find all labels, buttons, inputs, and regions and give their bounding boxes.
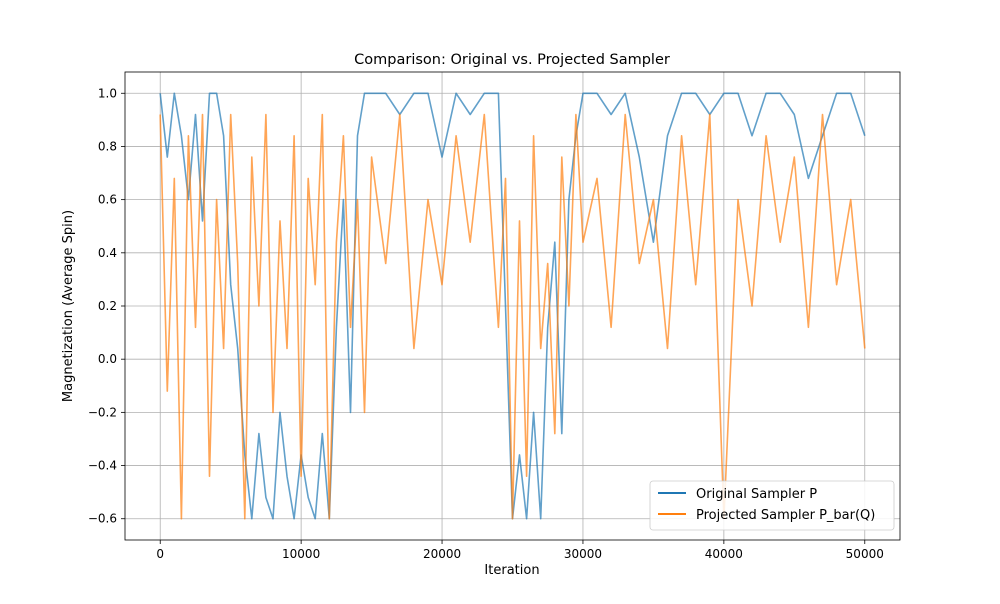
legend: Original Sampler P Projected Sampler P_b…	[649, 480, 895, 531]
x-tick-label: 20000	[423, 547, 461, 561]
x-axis: 0 10000 20000 30000 40000 50000	[156, 540, 884, 561]
y-tick-label: 0.2	[98, 299, 117, 313]
y-tick-label: −0.4	[88, 459, 117, 473]
legend-label-original: Original Sampler P	[696, 487, 817, 502]
y-tick-label: 0.0	[98, 352, 117, 366]
y-tick-label: 0.8	[98, 139, 117, 153]
legend-box	[649, 480, 895, 531]
y-tick-label: −0.6	[88, 512, 117, 526]
y-tick-label: 0.4	[98, 246, 117, 260]
y-axis-label: Magnetization (Average Spin)	[61, 210, 76, 402]
y-tick-label: −0.2	[88, 405, 117, 419]
y-axis: −0.6 −0.4 −0.2 0.0 0.2 0.4 0.6 0.8 1.0	[88, 86, 125, 526]
x-tick-label: 50000	[846, 547, 884, 561]
legend-label-projected: Projected Sampler P_bar(Q)	[696, 508, 875, 523]
grid	[125, 72, 900, 540]
x-axis-label: Iteration	[484, 563, 539, 578]
series-layer	[159, 92, 866, 520]
y-tick-label: 0.6	[98, 193, 117, 207]
x-tick-label: 10000	[282, 547, 320, 561]
series-line-projected	[159, 113, 866, 520]
x-tick-label: 0	[156, 547, 164, 561]
x-tick-label: 30000	[564, 547, 602, 561]
x-tick-label: 40000	[705, 547, 743, 561]
y-tick-label: 1.0	[98, 86, 117, 100]
series-line-original	[159, 92, 866, 520]
chart-title: Comparison: Original vs. Projected Sampl…	[354, 52, 670, 68]
